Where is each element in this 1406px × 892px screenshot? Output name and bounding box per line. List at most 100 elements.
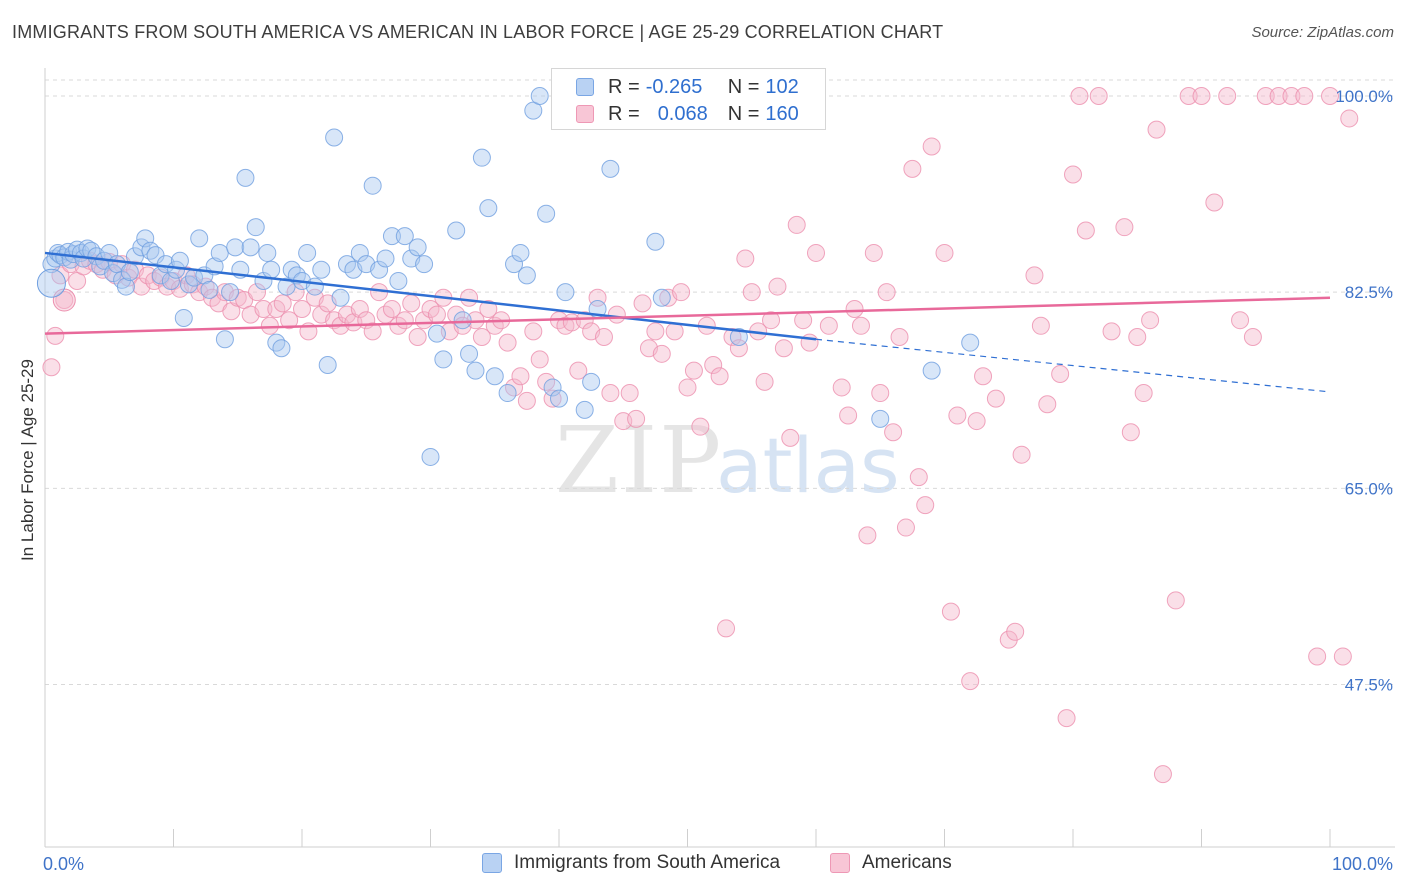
americans-point — [794, 311, 813, 330]
americans-point — [1269, 87, 1288, 106]
americans-point — [1070, 87, 1089, 106]
immigrants-point — [146, 246, 165, 265]
watermark: ZIP atlas — [555, 407, 900, 514]
americans-point — [896, 518, 915, 537]
americans-point — [1076, 221, 1095, 240]
americans-point — [569, 361, 588, 380]
americans-point — [851, 316, 870, 335]
immigrants-point — [427, 324, 446, 343]
americans-point — [807, 243, 825, 262]
americans-point — [1295, 87, 1314, 106]
legend-r-value: 0.068 — [657, 102, 708, 125]
americans-point — [627, 409, 646, 428]
immigrants-point — [305, 277, 324, 296]
americans-point — [678, 378, 697, 397]
watermark-zip: ZIP — [555, 407, 723, 514]
immigrants-point — [236, 168, 255, 187]
americans-point — [46, 326, 65, 345]
americans-point — [517, 391, 536, 410]
tick-labels: 100.0% 82.5% 65.0% 47.5% 0.0% 100.0% — [43, 87, 1393, 874]
americans-point — [1231, 311, 1250, 330]
immigrants-point — [120, 262, 139, 281]
immigrants-point — [36, 268, 66, 298]
americans-point — [402, 294, 421, 313]
immigrants-point — [312, 260, 331, 279]
americans-point — [498, 333, 517, 352]
americans-point — [1205, 193, 1224, 212]
americans-point — [948, 406, 967, 425]
americans-point — [922, 137, 941, 156]
immigrants-point — [282, 260, 301, 279]
immigrants-point — [485, 367, 504, 386]
americans-point — [819, 316, 838, 335]
americans-point — [1038, 395, 1057, 414]
americans-point — [1121, 423, 1140, 442]
americans-point — [832, 378, 851, 397]
americans-point — [273, 294, 292, 313]
immigrants-trend-line — [44, 251, 817, 341]
americans-points — [42, 87, 1359, 784]
immigrants-point — [262, 260, 281, 279]
americans-point — [1192, 87, 1211, 106]
americans-point — [607, 305, 626, 324]
americans-point — [665, 322, 684, 341]
immigrants-point — [116, 277, 135, 296]
immigrants-point — [537, 204, 556, 223]
americans-point — [691, 417, 710, 436]
chart-title: IMMIGRANTS FROM SOUTH AMERICA VS AMERICA… — [12, 22, 944, 42]
immigrants-point — [556, 283, 575, 302]
immigrants-point — [415, 255, 434, 274]
americans-point — [1333, 647, 1352, 666]
immigrants-point — [472, 148, 491, 167]
immigrants-point — [575, 400, 594, 419]
immigrants-point — [922, 361, 941, 380]
americans-point — [1064, 165, 1082, 184]
immigrants-point — [382, 227, 401, 246]
americans-point — [1031, 316, 1050, 335]
americans-point — [530, 350, 549, 369]
immigrants-point — [318, 356, 337, 375]
immigrants-point — [210, 243, 229, 262]
americans-point — [986, 389, 1005, 408]
immigrants-point — [652, 288, 671, 307]
americans-point — [427, 305, 446, 324]
americans-point — [524, 322, 543, 341]
immigrants-point — [156, 255, 175, 274]
americans-point — [903, 159, 922, 178]
americans-point — [774, 339, 793, 358]
immigrants-point — [267, 333, 286, 352]
americans-point — [1282, 87, 1301, 106]
americans-point — [594, 328, 613, 347]
y-tick-label: 47.5% — [1345, 675, 1393, 694]
americans-point — [890, 328, 909, 347]
immigrants-point — [582, 372, 601, 391]
immigrants-point — [498, 384, 517, 403]
trend-lines — [44, 251, 1331, 393]
immigrants-point — [370, 260, 389, 279]
americans-point — [717, 619, 736, 638]
immigrants-point — [221, 283, 240, 302]
americans-point — [909, 468, 928, 487]
y-axis-label: In Labor Force | Age 25-29 — [18, 359, 37, 561]
americans-point — [254, 299, 273, 318]
americans-point — [395, 311, 414, 330]
immigrants-point — [447, 221, 466, 240]
immigrants-point — [646, 232, 665, 251]
immigrants-point — [174, 308, 193, 327]
americans-point — [742, 283, 761, 302]
legend-n-value: 102 — [765, 75, 799, 98]
americans-point — [1153, 765, 1172, 784]
immigrants-point — [331, 288, 350, 307]
americans-point — [1141, 311, 1160, 330]
americans-point — [1115, 218, 1134, 237]
americans-point — [755, 372, 774, 391]
americans-point — [768, 277, 787, 296]
americans-point — [916, 496, 935, 515]
y-tick-label: 65.0% — [1345, 479, 1393, 498]
americans-point — [350, 299, 369, 318]
americans-point — [646, 322, 665, 341]
immigrants-trend-extension — [815, 338, 1331, 393]
immigrants-point — [421, 447, 440, 466]
immigrants-points — [36, 87, 980, 466]
